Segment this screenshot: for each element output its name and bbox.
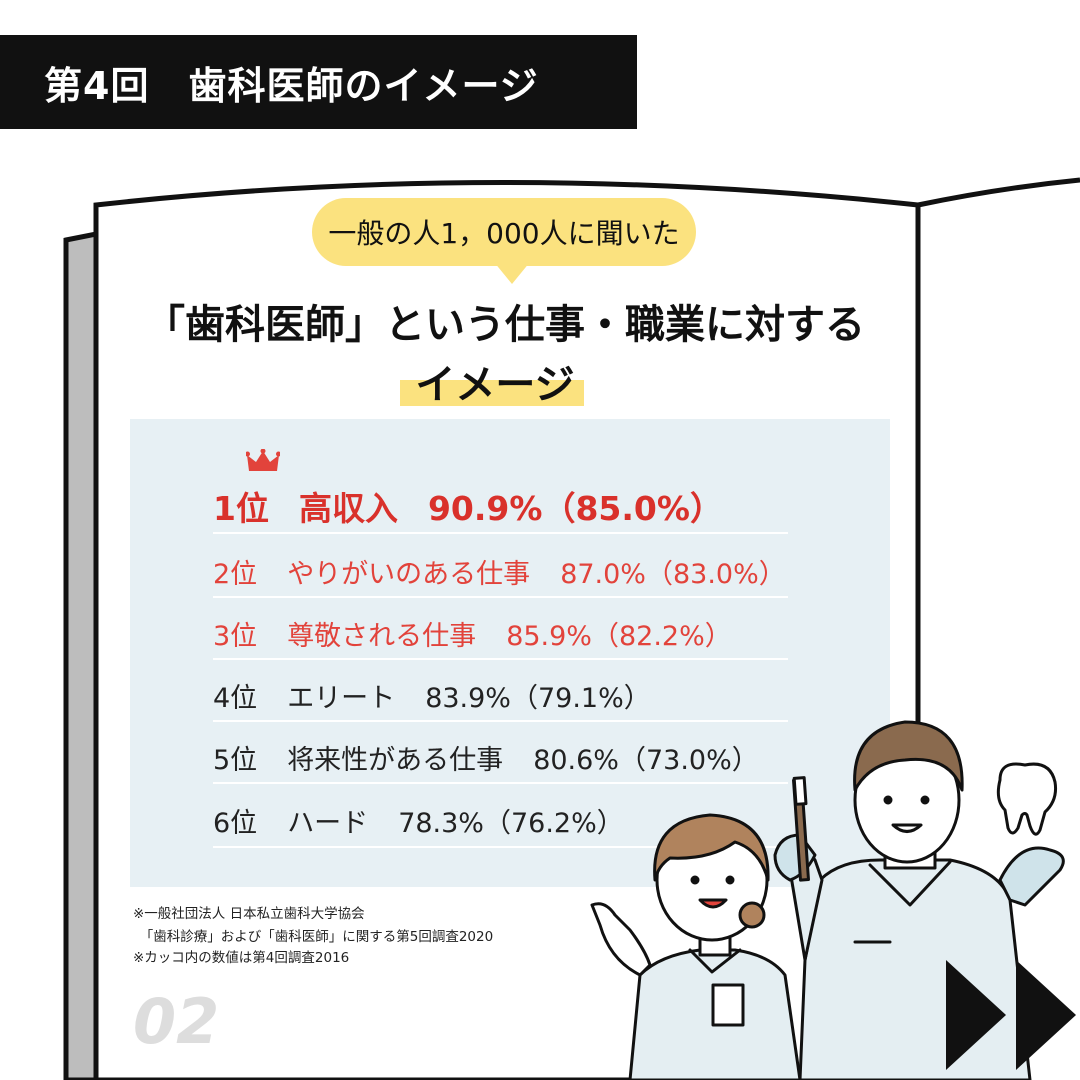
rank-item: 尊敬される仕事 xyxy=(287,620,477,652)
rank-value: 87.0%（83.0%） xyxy=(560,558,786,590)
ranking-row-5: 5位 将来性がある仕事 80.6%（73.0%） xyxy=(213,732,788,784)
rank-label: 5位 xyxy=(213,744,258,776)
source-note-1: ※一般社団法人 日本私立歯科大学協会 xyxy=(133,906,365,922)
rank-value: 90.9%（85.0%） xyxy=(427,489,723,528)
speech-bubble: 一般の人1，000人に聞いた xyxy=(312,198,696,266)
crown-icon xyxy=(246,449,280,471)
ranking-row-6: 6位 ハード 78.3%（76.2%） xyxy=(213,794,788,848)
rank-label: 4位 xyxy=(213,682,258,714)
rank-value: 78.3%（76.2%） xyxy=(398,807,624,839)
ranking-panel xyxy=(130,419,890,887)
rank-label: 3位 xyxy=(213,620,258,652)
ranking-row-1: 1位 高収入 90.9%（85.0%） xyxy=(213,480,788,534)
headline-line1: 「歯科医師」という仕事・職業に対する xyxy=(145,302,865,348)
speech-bubble-tail xyxy=(494,262,530,284)
rank-label: 6位 xyxy=(213,807,258,839)
page-number: 02 xyxy=(133,985,220,1058)
rank-label: 1位 xyxy=(213,489,269,528)
rank-label: 2位 xyxy=(213,558,258,590)
rank-value: 80.6%（73.0%） xyxy=(533,744,759,776)
rank-item: エリート xyxy=(287,682,396,714)
ranking-row-4: 4位 エリート 83.9%（79.1%） xyxy=(213,670,788,722)
rank-item: 高収入 xyxy=(298,489,398,528)
rank-item: ハード xyxy=(287,807,369,839)
ranking-row-2: 2位 やりがいのある仕事 87.0%（83.0%） xyxy=(213,546,788,598)
rank-item: 将来性がある仕事 xyxy=(287,744,504,776)
highlight-marker xyxy=(400,380,584,406)
page-header: 第4回 歯科医師のイメージ xyxy=(0,35,637,129)
rank-value: 85.9%（82.2%） xyxy=(506,620,732,652)
source-note-3: ※カッコ内の数値は第4回調査2016 xyxy=(133,950,350,966)
rank-item: やりがいのある仕事 xyxy=(287,558,531,590)
rank-value: 83.9%（79.1%） xyxy=(425,682,651,714)
source-note-2: 「歯科診療」および「歯科医師」に関する第5回調査2020 xyxy=(133,929,494,945)
ranking-row-3: 3位 尊敬される仕事 85.9%（82.2%） xyxy=(213,608,788,660)
headline-line2: イメージ xyxy=(415,362,575,408)
